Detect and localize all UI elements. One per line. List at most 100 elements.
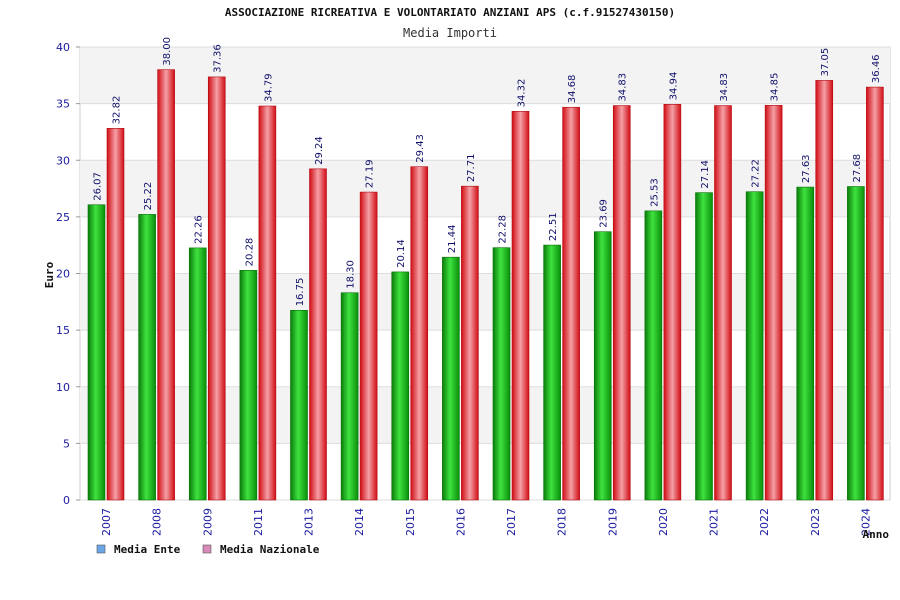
- y-tick-label: 0: [63, 494, 70, 507]
- y-tick-label: 5: [63, 437, 70, 450]
- y-axis-ticks: 0 5 10 15 20 25 30 35 40: [56, 41, 70, 507]
- x-tick-label: 2019: [606, 508, 619, 536]
- data-label: 29.43: [415, 134, 426, 163]
- y-axis-label: Euro: [43, 261, 56, 288]
- bars: [87, 69, 884, 501]
- y-tick-label: 15: [56, 324, 70, 337]
- bar-media-ente-2013: [290, 310, 308, 501]
- data-label: 27.22: [751, 159, 762, 188]
- bar-media-ente-2022: [745, 191, 764, 501]
- data-label: 20.14: [396, 239, 407, 268]
- x-tick-label: 2021: [708, 508, 721, 536]
- legend-swatch-media-ente: [96, 544, 106, 554]
- x-tick-label: 2008: [151, 508, 164, 536]
- x-tick-label: 2014: [353, 508, 366, 536]
- data-label: 22.28: [498, 215, 509, 244]
- data-label: 38.00: [162, 37, 173, 66]
- y-tick-label: 10: [56, 381, 70, 394]
- bar-media-ente-2018: [543, 244, 561, 501]
- chart-title: ASSOCIAZIONE RICREATIVA E VOLONTARIATO A…: [225, 6, 675, 19]
- x-tick-label: 2016: [454, 508, 467, 536]
- bar-media-ente-2011: [239, 270, 258, 501]
- y-tick-label: 40: [56, 41, 70, 54]
- chart-subtitle: Media Importi: [403, 26, 497, 40]
- y-tick-label: 35: [56, 98, 70, 111]
- data-label: 34.94: [668, 72, 679, 101]
- legend-swatch-media-nazionale: [202, 544, 212, 554]
- data-label: 16.75: [295, 278, 306, 307]
- bar-media-ente-2019: [593, 231, 612, 501]
- x-tick-label: 2015: [404, 508, 417, 536]
- x-tick-label: 2017: [505, 508, 518, 536]
- data-label: 27.68: [852, 154, 863, 183]
- data-label: 23.69: [599, 199, 610, 228]
- data-label: 34.68: [567, 75, 578, 104]
- data-label: 27.14: [700, 160, 711, 189]
- bar-media-nazionale-2018: [562, 106, 580, 501]
- x-tick-label: 2009: [201, 508, 214, 536]
- x-axis-label: Anno: [863, 528, 890, 541]
- bar-media-ente-2020: [644, 210, 663, 501]
- bar-media-ente-2007: [87, 204, 106, 501]
- bar-media-ente-2014: [340, 292, 359, 501]
- data-label: 18.30: [346, 260, 357, 289]
- x-tick-label: 2007: [100, 508, 113, 536]
- bar-media-nazionale-2013: [309, 168, 327, 501]
- bar-media-nazionale-2017: [511, 111, 530, 501]
- data-label: 37.05: [820, 48, 831, 77]
- bar-media-nazionale-2011: [258, 105, 277, 501]
- data-label: 20.28: [244, 238, 255, 267]
- bar-media-ente-2021: [695, 192, 713, 501]
- data-label: 22.26: [194, 215, 205, 244]
- bar-media-ente-2016: [442, 256, 460, 501]
- bar-media-nazionale-2007: [106, 128, 125, 501]
- data-label: 27.63: [801, 154, 812, 183]
- bar-media-ente-2024: [847, 186, 865, 501]
- x-axis-ticks: 2007 2008 2009 2011 2013 2014 2015 2016 2017 2018…: [100, 508, 872, 536]
- data-label: 34.85: [770, 73, 781, 102]
- bar-media-nazionale-2015: [410, 166, 429, 501]
- bar-media-nazionale-2021: [714, 105, 732, 501]
- data-label: 21.44: [447, 225, 458, 254]
- bar-media-ente-2015: [391, 271, 410, 501]
- data-label: 27.71: [466, 154, 477, 183]
- bar-media-nazionale-2019: [612, 105, 631, 501]
- legend: Media Ente Media Nazionale: [96, 543, 320, 556]
- data-label: 34.83: [719, 73, 730, 102]
- data-label: 29.24: [314, 136, 325, 165]
- x-tick-label: 2020: [657, 508, 670, 536]
- data-label: 37.36: [213, 44, 224, 73]
- data-label: 25.53: [649, 178, 660, 207]
- bar-media-nazionale-2023: [815, 80, 834, 501]
- data-label: 27.19: [365, 159, 376, 188]
- bar-media-ente-2017: [492, 247, 511, 501]
- bar-media-nazionale-2014: [359, 191, 378, 501]
- data-label: 26.07: [93, 172, 104, 201]
- legend-label-media-nazionale: Media Nazionale: [220, 543, 320, 556]
- bar-media-nazionale-2020: [663, 104, 682, 501]
- data-label: 34.32: [517, 79, 528, 108]
- data-label: 22.51: [548, 212, 559, 241]
- plot-band: [80, 47, 890, 104]
- data-label: 32.82: [112, 96, 123, 125]
- data-label: 34.83: [618, 73, 629, 102]
- bar-media-ente-2009: [188, 247, 207, 501]
- bar-media-nazionale-2009: [207, 76, 226, 501]
- data-labels: 26.07 32.82 25.22 38.00 22.26 37.36 20.28 34.79…: [93, 37, 882, 306]
- bar-media-ente-2023: [796, 186, 815, 501]
- x-tick-label: 2018: [556, 508, 569, 536]
- x-tick-label: 2011: [252, 508, 265, 536]
- y-tick-label: 30: [56, 154, 70, 167]
- bar-media-ente-2008: [138, 214, 156, 501]
- x-tick-label: 2013: [303, 508, 316, 536]
- x-tick-label: 2023: [809, 508, 822, 536]
- bar-media-nazionale-2022: [764, 105, 783, 501]
- y-tick-label: 20: [56, 268, 70, 281]
- data-label: 36.46: [871, 54, 882, 83]
- bar-media-nazionale-2008: [157, 69, 175, 501]
- bar-media-nazionale-2024: [866, 86, 884, 501]
- legend-label-media-ente: Media Ente: [114, 543, 181, 556]
- x-tick-label: 2022: [758, 508, 771, 536]
- data-label: 25.22: [143, 182, 154, 211]
